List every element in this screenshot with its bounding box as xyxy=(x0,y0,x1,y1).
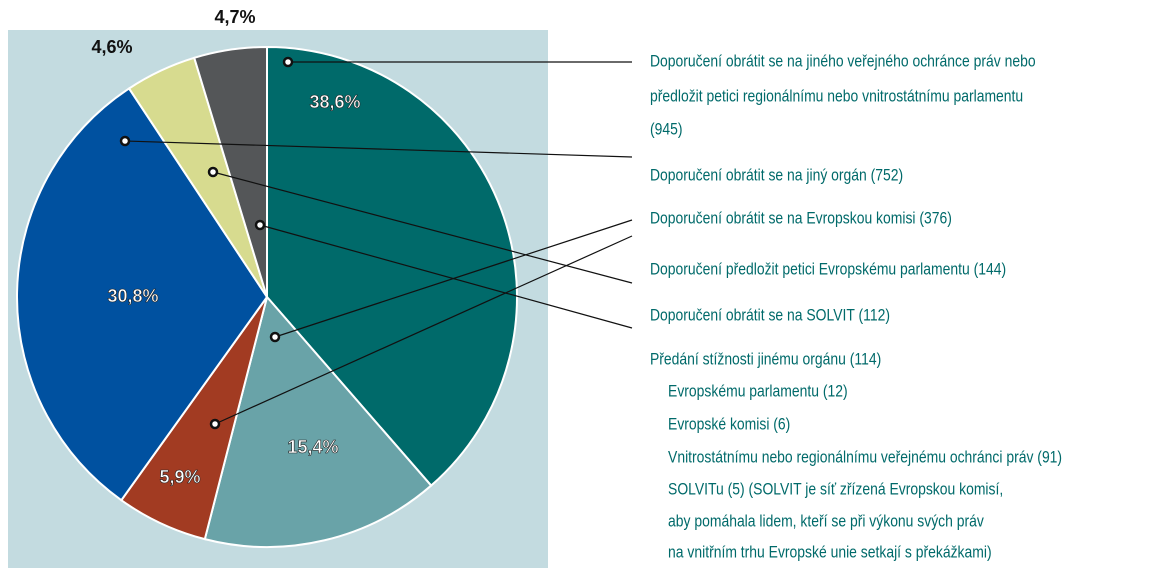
legend-text: Doporučení obrátit se na jiného veřejnéh… xyxy=(650,52,1062,562)
data-label: 30,8% xyxy=(107,286,158,306)
pie: 38,6% 15,4% 5,9% 30,8% 4,6% 4,7% xyxy=(16,7,518,548)
annotation: SOLVITu (5) (SOLVIT je síť zřízená Evrop… xyxy=(668,480,1003,499)
leader-dot xyxy=(209,418,221,430)
leader-dot xyxy=(282,56,294,68)
data-label: 4,6% xyxy=(91,37,132,57)
pie-slice xyxy=(203,294,433,548)
annotation: Evropskému parlamentu (12) xyxy=(668,382,848,401)
annotation: Doporučení obrátit se na jiného veřejnéh… xyxy=(650,52,1036,71)
annotation: předložit petici regionálnímu nebo vnitr… xyxy=(650,87,1023,106)
annotation: Doporučení obrátit se na Evropskou komis… xyxy=(650,209,952,228)
leader-dot xyxy=(269,331,281,343)
leader-dot xyxy=(119,135,131,147)
data-label: 4,7% xyxy=(214,7,255,27)
annotation: (945) xyxy=(650,120,683,139)
data-label: 5,9% xyxy=(159,467,200,487)
leader-line xyxy=(274,219,633,338)
annotation: Evropské komisi (6) xyxy=(668,415,790,434)
data-label: 38,6% xyxy=(309,92,360,112)
leader-line xyxy=(124,140,633,158)
leader-dot xyxy=(207,166,219,178)
pie-slice xyxy=(192,45,268,298)
data-label: 15,4% xyxy=(287,437,338,457)
leader-dot xyxy=(254,219,266,231)
pie-slice xyxy=(16,87,269,502)
leader-line xyxy=(259,224,633,329)
annotation: na vnitřním trhu Evropské unie setkají s… xyxy=(668,543,992,562)
annotation: Vnitrostátnímu nebo regionálnímu veřejné… xyxy=(668,448,1062,467)
leader-line xyxy=(214,235,633,425)
annotation: Předání stížnosti jinému orgánu (114) xyxy=(650,350,881,369)
leader-line xyxy=(212,171,633,284)
annotation: Doporučení obrátit se na SOLVIT (112) xyxy=(650,306,890,325)
annotation: Doporučení předložit petici Evropskému p… xyxy=(650,260,1006,279)
annotation: Doporučení obrátit se na jiný orgán (752… xyxy=(650,166,903,185)
annotation: aby pomáhala lidem, kteří se při výkonu … xyxy=(668,512,984,531)
pie-slice xyxy=(266,45,518,487)
leader-lines xyxy=(119,56,633,430)
